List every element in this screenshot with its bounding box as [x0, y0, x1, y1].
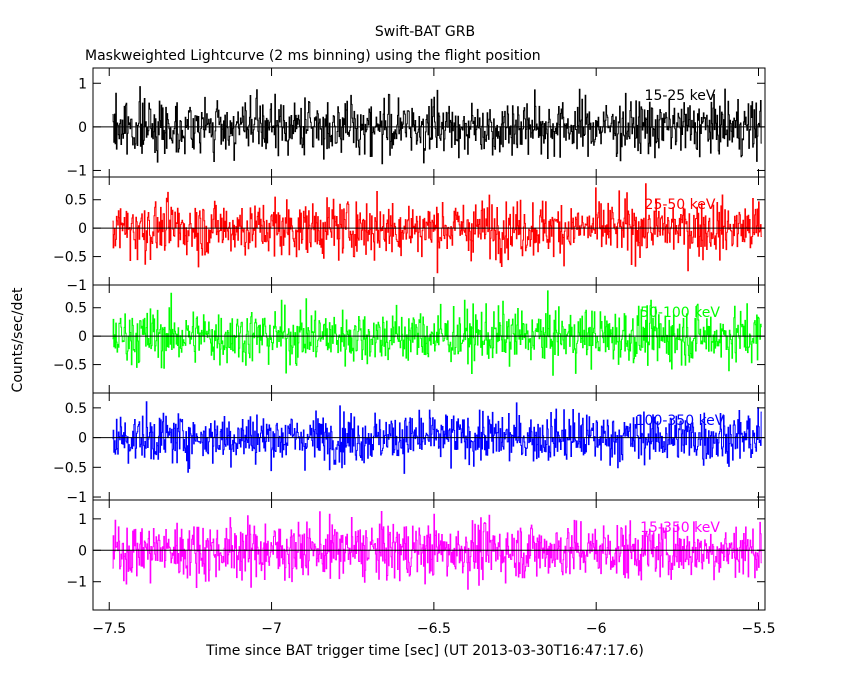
panel-3: −0.5 0 0.5 50-100 keV [53, 284, 766, 394]
y-tick-label: −0.5 [53, 250, 87, 266]
panel-energy-label: 15-25 keV [645, 88, 716, 104]
y-tick-label: 0 [78, 431, 87, 447]
series-line-4 [112, 401, 762, 474]
x-tick-label: −6.5 [417, 621, 451, 637]
y-tick-label: −1 [66, 278, 87, 294]
panel-energy-label: 15-350 keV [640, 520, 720, 536]
panel-energy-label: 100-350 keV [636, 413, 725, 429]
y-tick-label: −0.5 [53, 460, 87, 476]
y-tick-label: 0.5 [65, 401, 87, 417]
y-tick-label: 0 [78, 120, 87, 136]
x-tick-label: −7 [261, 621, 282, 637]
panel-2: −1 −0.5 0 0.5 25-50 keV [53, 176, 766, 294]
series-line-5 [112, 511, 762, 590]
y-tick-label: 1 [78, 512, 87, 528]
panel-energy-label: 50-100 keV [640, 305, 720, 321]
x-tick-label: −5.5 [742, 621, 776, 637]
y-axis-label: Counts/sec/det [10, 287, 26, 392]
y-tick-label: 1 [78, 76, 87, 92]
chart-title: Swift-BAT GRB [375, 24, 475, 40]
panel-frame [92, 499, 766, 611]
y-tick-label: −0.5 [53, 358, 87, 374]
y-tick-label: −1 [66, 163, 87, 179]
panel-energy-label: 25-50 keV [645, 197, 716, 213]
series-line-3 [112, 290, 762, 376]
y-tick-label: 0.5 [65, 193, 87, 209]
series-line-2 [112, 183, 762, 274]
chart-subtitle: Maskweighted Lightcurve (2 ms binning) u… [85, 48, 541, 64]
panel-1: −1 0 1 15-25 keV [66, 67, 766, 179]
y-tick-label: 0 [78, 221, 87, 237]
y-tick-label: −1 [66, 575, 87, 591]
x-tick-label: −7.5 [92, 621, 126, 637]
panel-4: −1 −0.5 0 0.5 100-350 keV [53, 392, 766, 506]
panel-5: −1 0 1 15-350 keV [66, 499, 766, 611]
x-tick-label: −6 [586, 621, 607, 637]
y-tick-label: −1 [66, 490, 87, 506]
series-line-1 [112, 86, 762, 165]
x-axis-label: Time since BAT trigger time [sec] (UT 20… [205, 643, 644, 659]
y-tick-label: 0.5 [65, 301, 87, 317]
y-tick-label: 0 [78, 329, 87, 345]
panels-group: −1 0 1 15-25 keV −1 −0.5 0 0.5 25-50 keV −0.5 0 0.5… [53, 67, 776, 637]
y-tick-label: 0 [78, 543, 87, 559]
